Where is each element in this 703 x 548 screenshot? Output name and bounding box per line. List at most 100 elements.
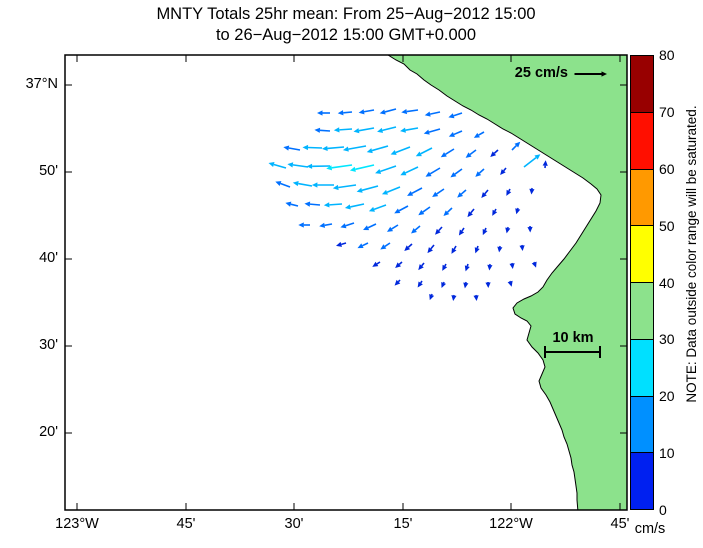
current-vector xyxy=(342,145,367,152)
current-vector xyxy=(542,160,548,169)
colorbar-tick-label: 30 xyxy=(659,331,675,348)
annotations xyxy=(544,71,607,358)
current-vector xyxy=(372,261,381,267)
current-vector xyxy=(380,242,391,250)
current-vector xyxy=(401,109,419,115)
colorbar-cell xyxy=(631,168,653,226)
current-vector xyxy=(440,148,455,158)
current-vector xyxy=(427,244,435,254)
current-vector xyxy=(473,131,485,138)
current-vector xyxy=(473,294,479,301)
current-vector xyxy=(451,245,457,254)
current-vector xyxy=(442,263,448,271)
colorbar-tick-label: 80 xyxy=(659,47,675,63)
chart-title-line2: to 26−Aug−2012 15:00 GMT+0.000 xyxy=(215,26,477,44)
current-vector xyxy=(411,225,421,234)
current-vector xyxy=(529,187,535,195)
current-vector xyxy=(509,262,515,269)
current-vector xyxy=(333,127,353,133)
current-vector xyxy=(490,149,499,157)
current-vector xyxy=(407,187,423,196)
colorbar xyxy=(630,55,654,510)
current-vector xyxy=(357,242,369,249)
current-vector xyxy=(463,281,469,289)
y-tick-label: 50' xyxy=(39,163,58,179)
current-vector xyxy=(326,164,353,171)
current-vector xyxy=(505,226,511,234)
current-vector xyxy=(394,205,409,214)
current-vector xyxy=(386,224,399,232)
current-vector xyxy=(285,201,299,207)
y-tick-label: 40' xyxy=(39,250,58,266)
current-vector xyxy=(287,162,309,168)
plot-frame xyxy=(64,54,628,511)
current-vector xyxy=(492,208,498,216)
current-vector xyxy=(507,280,513,287)
y-tick-label: 37°N xyxy=(25,76,58,92)
colorbar-tick-label: 70 xyxy=(659,103,675,120)
current-vector xyxy=(377,126,397,133)
current-vector xyxy=(375,165,397,174)
current-vector xyxy=(424,111,441,117)
current-vector xyxy=(458,227,465,236)
colorbar-cell xyxy=(631,338,653,396)
chart-title-line1: MNTY Totals 25hr mean: From 25−Aug−2012 … xyxy=(156,5,536,23)
current-vector xyxy=(275,181,291,188)
y-tick-label: 20' xyxy=(39,424,58,440)
current-vector xyxy=(497,245,503,253)
current-vector xyxy=(475,168,485,177)
current-vector xyxy=(394,279,401,286)
colorbar-unit-label: cm/s xyxy=(634,521,666,537)
current-vector xyxy=(368,204,387,212)
x-tick-label: 122°W xyxy=(489,516,533,532)
coastline-land xyxy=(387,55,627,510)
current-vector xyxy=(423,128,441,135)
current-vector xyxy=(306,163,331,169)
current-vector xyxy=(435,226,443,235)
current-vector xyxy=(340,222,355,229)
current-vector xyxy=(464,263,470,272)
current-vector xyxy=(418,206,431,216)
current-vector xyxy=(465,149,477,158)
current-vector xyxy=(500,167,507,175)
current-vector xyxy=(425,167,441,177)
colorbar-tick-label: 50 xyxy=(659,217,675,234)
current-vector xyxy=(451,294,457,301)
current-vector xyxy=(344,203,365,210)
current-vector xyxy=(457,189,467,198)
current-vector xyxy=(443,207,453,216)
current-vector xyxy=(356,185,379,193)
current-vector xyxy=(448,112,463,119)
current-vector xyxy=(485,281,491,288)
current-vector xyxy=(511,141,521,151)
current-vector xyxy=(523,154,541,168)
current-vector xyxy=(349,164,375,172)
current-vector xyxy=(323,202,343,208)
current-vector xyxy=(321,145,345,152)
current-vector xyxy=(336,241,347,247)
current-vector xyxy=(358,109,375,115)
reference-arrow xyxy=(574,71,607,77)
current-vector xyxy=(474,245,480,254)
current-vector xyxy=(415,147,433,157)
current-vector xyxy=(302,144,323,151)
current-vector xyxy=(314,127,331,133)
current-vector xyxy=(432,188,445,197)
current-vector xyxy=(304,201,321,207)
colorbar-cell xyxy=(631,282,653,339)
colorbar-cell xyxy=(631,111,653,169)
current-vector xyxy=(381,186,401,195)
current-vector xyxy=(448,130,463,137)
current-vector xyxy=(395,261,403,268)
x-tick-label: 30' xyxy=(284,516,304,532)
reference-arrow-label: 25 cm/s xyxy=(514,65,568,81)
current-vector xyxy=(311,182,334,188)
colorbar-cell xyxy=(631,56,653,112)
current-vector xyxy=(317,110,330,116)
axis-ticks xyxy=(65,55,627,510)
x-tick-label: 45' xyxy=(176,516,196,532)
x-tick-label: 45' xyxy=(610,516,630,532)
current-vector xyxy=(366,145,389,154)
x-tick-label: 15' xyxy=(393,516,413,532)
